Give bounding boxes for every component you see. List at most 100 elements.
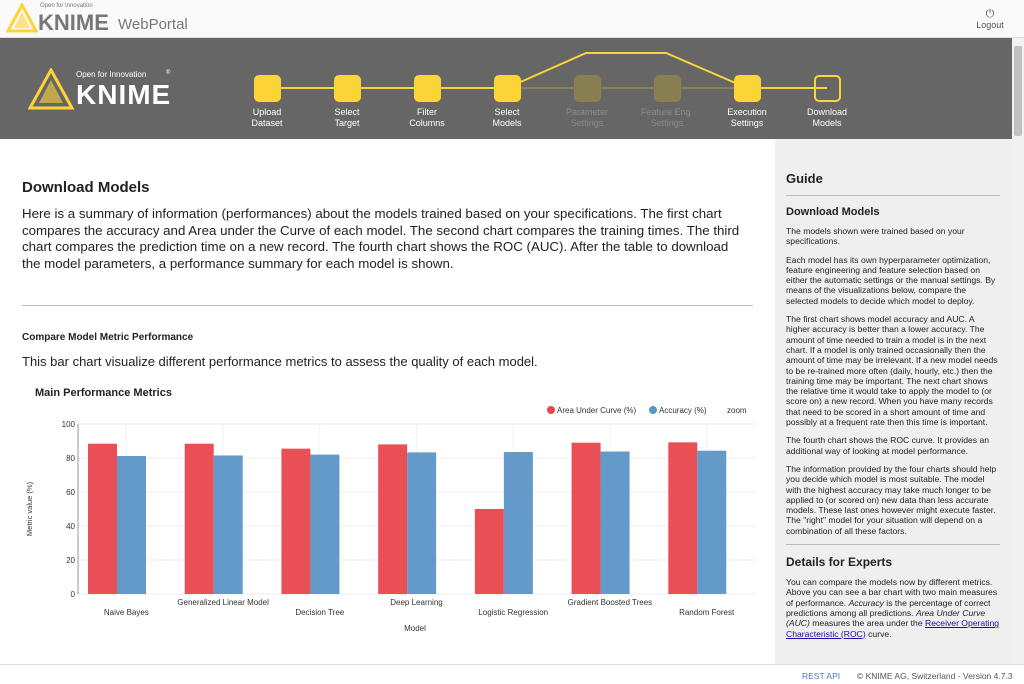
step-label: Filter Columns	[409, 107, 445, 128]
guide-paragraph: The fourth chart shows the ROC curve. It…	[786, 435, 989, 456]
wizard-step[interactable]: Feature Eng. Settings	[627, 75, 707, 129]
bar-auc	[184, 443, 214, 594]
bar-accuracy	[117, 455, 146, 594]
x-tick-label: Logistic Regression	[478, 608, 548, 617]
step-label: Select Target	[334, 107, 360, 128]
bar-accuracy	[407, 452, 437, 594]
text: curve.	[865, 628, 892, 639]
step-box	[493, 75, 521, 102]
wizard-step[interactable]: Upload Dataset	[227, 75, 307, 129]
step-box	[333, 75, 361, 102]
main-content: Download Models Here is a summary of inf…	[0, 139, 774, 664]
step-box	[653, 75, 681, 102]
roc-link[interactable]: Receiver Operating Characteristic (ROC)	[786, 618, 1000, 639]
bar-accuracy	[213, 455, 243, 594]
y-tick-label: 20	[66, 556, 75, 565]
y-tick-label: 100	[62, 420, 76, 429]
step-label: Upload Dataset	[251, 107, 283, 128]
legend-swatch-accuracy	[649, 406, 657, 414]
wizard-step[interactable]: Filter Columns	[387, 75, 467, 129]
copyright: © KNIME AG, Switzerland - Version 4.7.3	[857, 671, 1013, 681]
bar-accuracy	[503, 452, 533, 594]
y-tick-label: 40	[66, 522, 75, 531]
bar-auc	[571, 442, 601, 594]
guide-paragraph: The information provided by the four cha…	[786, 463, 997, 536]
legend-label-auc: Area Under Curve (%)	[557, 406, 636, 415]
top-bar: Open for Innovation KNIME WebPortal ⏻ Log…	[0, 0, 1024, 38]
bar-auc	[668, 442, 698, 594]
guide-sidebar: Guide Download Models The models shown w…	[775, 139, 1012, 664]
wizard-step[interactable]: Execution Settings	[707, 75, 787, 129]
x-tick-label: Deep Learning	[390, 598, 442, 607]
scrollbar-thumb[interactable]	[1014, 46, 1022, 136]
experts-title: Details for Experts	[786, 555, 893, 570]
y-tick-label: 80	[66, 454, 75, 463]
text: Accuracy	[848, 597, 884, 608]
banner-brand: KNIME	[76, 79, 172, 110]
bar-accuracy	[600, 451, 630, 594]
divider	[786, 195, 1000, 196]
guide-title: Guide	[786, 171, 823, 186]
step-label: Download Models	[806, 107, 848, 128]
y-axis-label: Metric value (%)	[25, 481, 34, 536]
knime-logo-icon	[6, 3, 38, 33]
logout-label: Logout	[976, 20, 1004, 30]
wizard-banner: Open for Innovation KNIME ® Upload Datase…	[0, 38, 1012, 139]
text: measures the area under the	[809, 618, 926, 629]
footer: REST API © KNIME AG, Switzerland - Versi…	[0, 664, 1024, 684]
zoom-button[interactable]: zoom	[727, 406, 747, 415]
product-name: WebPortal	[118, 16, 188, 33]
rest-api-link[interactable]: REST API	[802, 671, 841, 681]
step-box	[253, 75, 281, 102]
text: Area Under Curve (AUC)	[786, 607, 986, 629]
bar-auc	[281, 448, 311, 594]
logo-tagline: Open for Innovation	[40, 3, 93, 9]
section-description: This bar chart visualize different perfo…	[22, 354, 538, 369]
step-box	[413, 75, 441, 102]
section-title: Compare Model Metric Performance	[22, 332, 194, 343]
guide-paragraph: The first chart shows model accuracy and…	[786, 314, 998, 428]
x-axis-label: Model	[404, 624, 426, 633]
bar-accuracy	[310, 454, 340, 594]
step-box	[733, 75, 761, 102]
bar-chart: 0 20 40 60 80 100 Naive Bayes Generalized Linea…	[25, 406, 755, 633]
x-tick-label: Gradient Boosted Trees	[568, 598, 653, 607]
logo-brand: KNIME	[38, 10, 109, 35]
knime-logo-icon	[28, 68, 74, 110]
bar-accuracy	[697, 450, 727, 594]
x-tick-label: Random Forest	[679, 608, 735, 617]
registered-mark: ®	[166, 70, 171, 76]
chart-title: Main Performance Metrics	[35, 387, 172, 399]
legend-swatch-auc	[547, 406, 555, 414]
step-label: Select Models	[492, 107, 522, 128]
wizard-step[interactable]: Parameter Settings	[547, 75, 627, 129]
step-box	[813, 75, 841, 102]
bar-auc	[378, 444, 408, 594]
divider	[22, 305, 753, 306]
step-label: Execution Settings	[727, 107, 767, 128]
step-box	[573, 75, 601, 102]
text: is the percentage of correct predictions…	[786, 597, 991, 618]
banner-tagline: Open for Innovation	[76, 70, 147, 79]
wizard-step[interactable]: Select Target	[307, 75, 387, 129]
divider	[786, 544, 1000, 546]
y-tick-label: 60	[66, 488, 75, 497]
bar-auc	[474, 509, 504, 594]
page-title: Download Models	[22, 179, 150, 196]
legend-label-accuracy: Accuracy (%)	[659, 406, 707, 415]
experts-paragraph: You can compare the models now by differ…	[786, 577, 1000, 639]
logout-button[interactable]: ⏻ Logout	[974, 8, 1006, 30]
guide-paragraph: Each model has its own hyperparameter op…	[786, 254, 996, 306]
text: You can compare the models now by differ…	[786, 577, 998, 608]
y-tick-label: 0	[71, 590, 76, 599]
power-icon: ⏻	[985, 8, 995, 20]
guide-section-title: Download Models	[786, 206, 880, 218]
step-label: Feature Eng. Settings	[640, 107, 694, 128]
guide-paragraph: The models shown were trained based on y…	[786, 226, 965, 247]
x-tick-label: Generalized Linear Model	[177, 598, 269, 607]
wizard-step[interactable]: Download Models	[787, 75, 867, 129]
page-scrollbar[interactable]	[1012, 38, 1024, 664]
wizard-step[interactable]: Select Models	[467, 75, 547, 129]
step-label: Parameter Settings	[565, 107, 609, 128]
x-tick-label: Decision Tree	[295, 608, 344, 617]
